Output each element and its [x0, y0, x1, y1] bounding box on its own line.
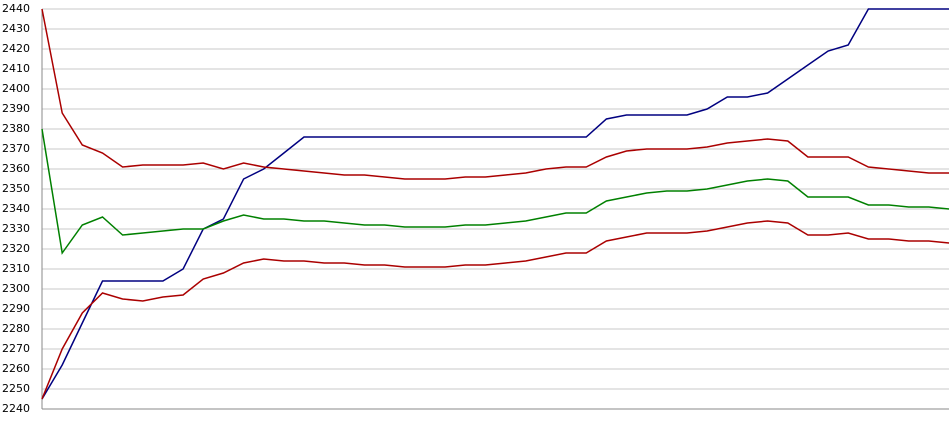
y-tick-label: 2310 [2, 262, 30, 275]
y-tick-label: 2390 [2, 102, 30, 115]
series-line [41, 128, 950, 255]
y-tick-label: 2370 [2, 142, 30, 155]
y-tick-label: 2440 [2, 2, 30, 15]
y-tick-label: 2320 [2, 242, 30, 255]
y-tick-label: 2330 [2, 222, 30, 235]
y-tick-label: 2300 [2, 282, 30, 295]
series-line [41, 8, 949, 180]
y-tick-label: 2400 [2, 82, 30, 95]
y-tick-label: 2240 [2, 402, 30, 415]
y-tick-label: 2290 [2, 302, 30, 315]
y-tick-label: 2430 [2, 22, 30, 35]
series-line [41, 220, 950, 400]
series-line [41, 8, 949, 400]
y-tick-label: 2260 [2, 362, 30, 375]
y-tick-label: 2360 [2, 162, 30, 175]
y-tick-label: 2380 [2, 122, 30, 135]
y-tick-label: 2280 [2, 322, 30, 335]
y-tick-label: 2420 [2, 42, 30, 55]
y-tick-label: 2350 [2, 182, 30, 195]
y-tick-label: 2270 [2, 342, 30, 355]
y-tick-label: 2410 [2, 62, 30, 75]
y-tick-label: 2340 [2, 202, 30, 215]
y-tick-label: 2250 [2, 382, 30, 395]
